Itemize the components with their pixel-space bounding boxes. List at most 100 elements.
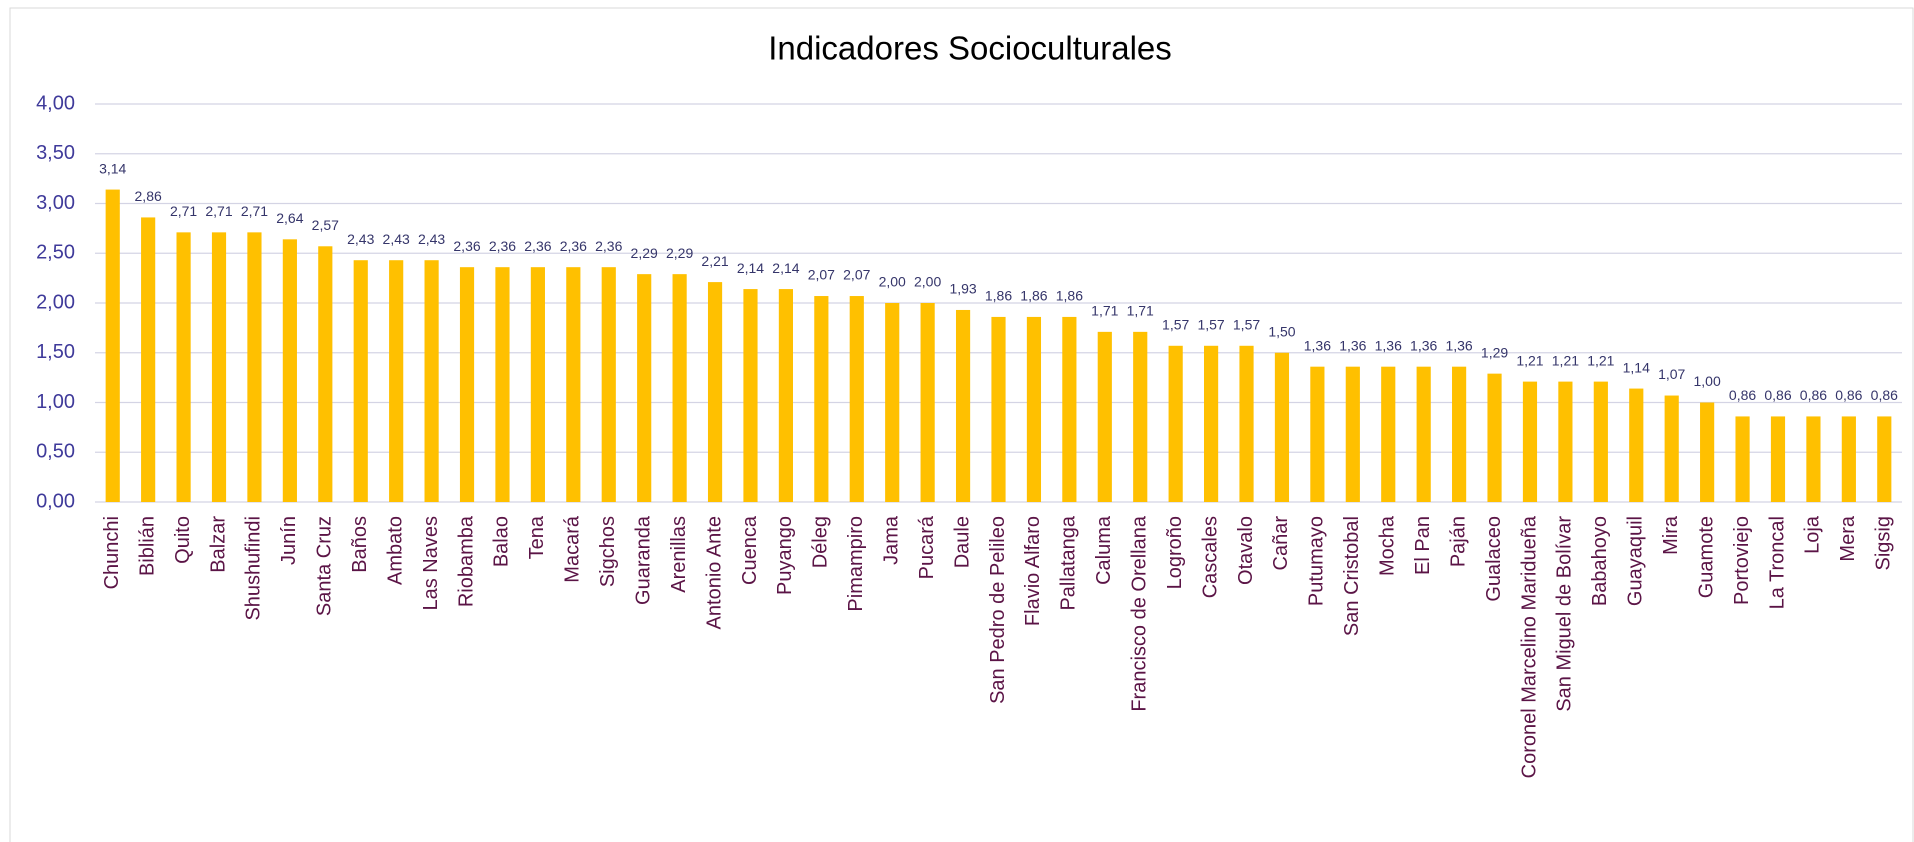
- y-tick-label: 3,50: [36, 142, 75, 164]
- bar: [1416, 366, 1431, 502]
- value-label: 2,21: [701, 253, 728, 269]
- bar: [1487, 373, 1502, 502]
- value-label: 0,86: [1871, 387, 1898, 403]
- value-label: 2,71: [205, 203, 232, 219]
- x-tick-label: Chunchi: [101, 516, 123, 589]
- x-tick-label: Francisco de Orellana: [1129, 515, 1151, 712]
- value-label: 2,64: [276, 210, 303, 226]
- bar: [318, 246, 333, 502]
- y-tick-label: 4,00: [36, 92, 75, 114]
- bar: [282, 239, 297, 502]
- value-label: 1,57: [1233, 316, 1260, 332]
- x-tick-label: Loja: [1802, 515, 1824, 554]
- bar: [389, 260, 404, 502]
- value-label: 1,36: [1410, 337, 1437, 353]
- x-tick-label: Tena: [526, 515, 548, 559]
- value-label: 0,86: [1764, 387, 1791, 403]
- x-tick-label: Mera: [1837, 515, 1859, 561]
- value-label: 0,86: [1729, 387, 1756, 403]
- x-tick-label: Flavio Alfaro: [1022, 516, 1044, 626]
- x-tick-label: Déleg: [810, 516, 832, 568]
- value-label: 0,86: [1800, 387, 1827, 403]
- bar: [566, 267, 581, 502]
- value-label: 2,29: [666, 245, 693, 261]
- value-label: 2,43: [347, 231, 374, 247]
- value-label: 2,36: [560, 238, 587, 254]
- x-tick-label: Coronel Marcelino Maridueña: [1518, 515, 1540, 778]
- bar: [247, 232, 262, 503]
- x-tick-label: Macará: [562, 515, 584, 583]
- bar: [1700, 402, 1715, 502]
- value-label: 1,36: [1304, 337, 1331, 353]
- value-label: 2,07: [808, 267, 835, 283]
- x-tick-label: Babahoyo: [1589, 516, 1611, 606]
- value-label: 2,86: [135, 188, 162, 204]
- value-label: 1,36: [1445, 337, 1472, 353]
- bar: [1026, 316, 1042, 502]
- value-label: 1,86: [985, 288, 1012, 304]
- x-tick-label: La Troncal: [1766, 516, 1788, 609]
- x-tick-label: Ambato: [384, 516, 406, 585]
- bar: [672, 274, 687, 502]
- x-tick-label: San Pedro de Pelileo: [987, 516, 1009, 704]
- x-tick-label: Quito: [172, 516, 194, 564]
- x-tick-label: Pallatanga: [1058, 515, 1080, 610]
- bar: [176, 232, 191, 503]
- value-label: 1,14: [1623, 359, 1650, 375]
- bar: [1522, 381, 1538, 502]
- y-tick-label: 0,50: [36, 441, 75, 463]
- value-label: 1,21: [1516, 352, 1543, 368]
- x-tick-label: Santa Cruz: [314, 516, 336, 616]
- bar: [601, 267, 616, 502]
- value-label: 1,93: [949, 281, 976, 297]
- bar: [353, 260, 368, 502]
- value-label: 1,29: [1481, 344, 1508, 360]
- value-label: 1,71: [1091, 303, 1118, 319]
- x-tick-label: Cascales: [1199, 516, 1221, 598]
- bar: [1062, 316, 1077, 502]
- bar: [707, 282, 723, 502]
- bar: [920, 303, 935, 502]
- x-tick-label: Sigsig: [1873, 516, 1895, 570]
- x-tick-label: Logroño: [1164, 516, 1186, 589]
- x-tick-label: Biblián: [136, 516, 158, 576]
- value-label: 1,21: [1587, 352, 1614, 368]
- value-label: 1,21: [1552, 352, 1579, 368]
- bar: [1381, 366, 1396, 502]
- x-tick-label: Cuenca: [739, 515, 761, 585]
- bar: [1204, 345, 1219, 502]
- x-tick-label: Gualaceo: [1483, 516, 1505, 602]
- x-tick-label: Cañar: [1270, 516, 1292, 571]
- bar: [495, 267, 510, 502]
- value-label: 2,00: [914, 274, 941, 290]
- x-tick-label: Mira: [1660, 515, 1682, 555]
- x-tick-label: Mocha: [1377, 515, 1399, 576]
- value-label: 2,14: [737, 260, 764, 276]
- value-label: 2,43: [383, 231, 410, 247]
- bar: [1097, 331, 1112, 502]
- value-label: 1,57: [1197, 316, 1224, 332]
- x-tick-label: Paján: [1447, 516, 1469, 567]
- x-tick-label: Otavalo: [1235, 516, 1257, 585]
- y-tick-label: 1,00: [36, 391, 75, 413]
- bar: [1558, 381, 1573, 502]
- value-label: 2,14: [772, 260, 799, 276]
- bar: [1770, 416, 1786, 502]
- bar: [1133, 331, 1148, 502]
- bar: [637, 274, 652, 502]
- x-tick-label: Daule: [951, 516, 973, 568]
- x-tick-label: Balao: [491, 516, 513, 567]
- bar: [1593, 381, 1608, 502]
- x-tick-label: Pimampiro: [845, 516, 867, 612]
- bar: [1664, 395, 1679, 502]
- bar: [885, 303, 900, 502]
- x-tick-label: Riobamba: [455, 515, 477, 607]
- bar: [1735, 416, 1750, 502]
- x-tick-label: San Cristobal: [1341, 516, 1363, 636]
- bar: [1345, 366, 1360, 502]
- x-tick-label: Balzar: [207, 516, 229, 573]
- bar: [530, 267, 545, 502]
- x-tick-label: Puyango: [774, 516, 796, 595]
- value-label: 2,07: [843, 267, 870, 283]
- bar: [424, 260, 439, 502]
